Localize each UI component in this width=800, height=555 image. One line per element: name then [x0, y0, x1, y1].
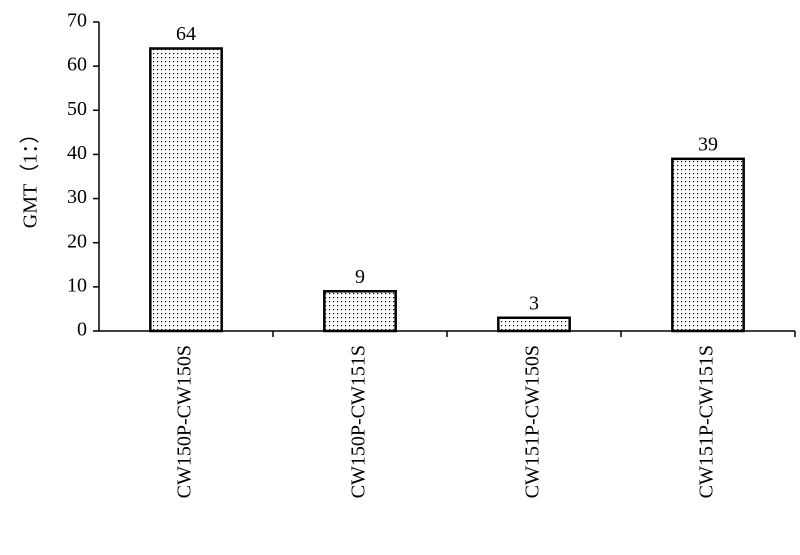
value-label: 64 — [176, 23, 196, 45]
bar — [323, 290, 397, 333]
x-tick-label: CW150P-CW150S — [174, 345, 196, 498]
value-label: 9 — [355, 266, 365, 288]
bar — [497, 316, 571, 333]
y-tick-label: 50 — [67, 98, 87, 120]
x-tick-label: CW151P-CW150S — [522, 345, 544, 498]
y-tick-label: 0 — [77, 319, 87, 341]
x-tick-label: CW150P-CW151S — [348, 345, 370, 498]
y-tick-label: 70 — [67, 10, 87, 32]
y-tick-label: 40 — [67, 142, 87, 164]
y-tick-label: 30 — [67, 186, 87, 208]
value-label: 3 — [529, 292, 539, 314]
y-axis-label: GMT（1：） — [19, 124, 42, 228]
bar — [671, 157, 745, 333]
y-tick-label: 20 — [67, 230, 87, 252]
value-label: 39 — [698, 133, 718, 155]
bar — [149, 47, 223, 333]
y-tick-label: 10 — [67, 274, 87, 296]
x-tick-label: CW151P-CW151S — [696, 345, 718, 498]
y-tick-label: 60 — [67, 54, 87, 76]
